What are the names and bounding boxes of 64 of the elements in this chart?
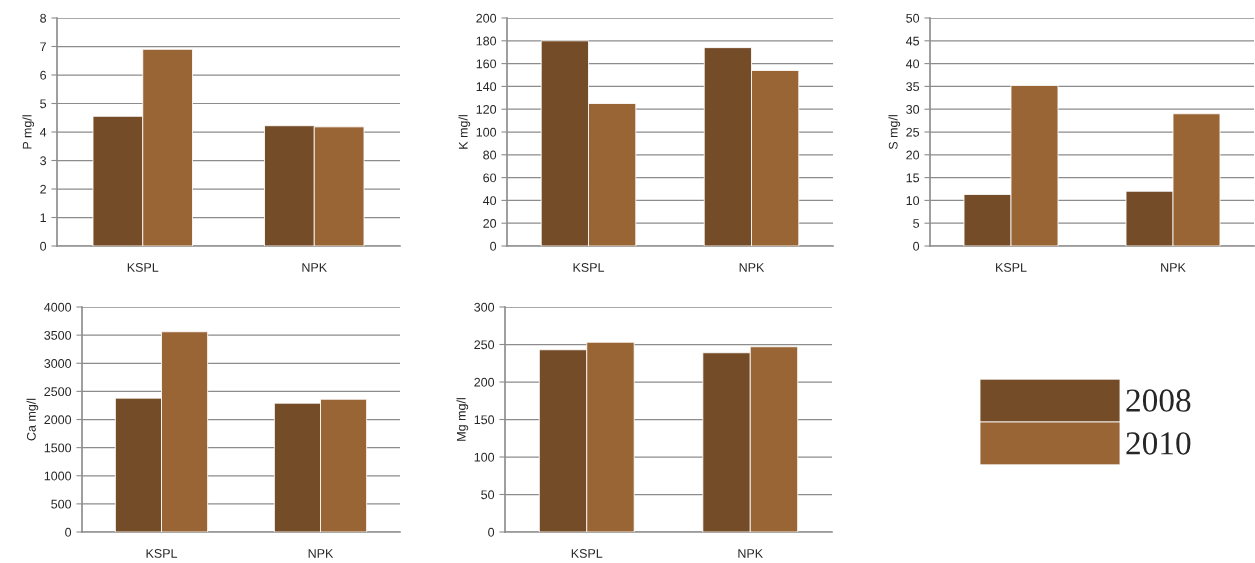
x-tick-label: NPK (308, 549, 334, 558)
y-tick-label: 20 (483, 219, 497, 228)
y-axis-title: S mg/l (888, 115, 901, 150)
y-tick-label: 250 (474, 340, 495, 350)
y-tick-label: 2000 (44, 415, 72, 425)
y-tick-label: 3000 (44, 359, 72, 368)
y-tick-label: 4 (39, 127, 47, 137)
y-tick-label: 20 (906, 150, 920, 160)
y-tick-label: 60 (483, 173, 497, 183)
y-tick-label: 50 (906, 13, 920, 23)
y-tick-label: 0 (913, 241, 920, 251)
x-tick-label: KSPL (573, 263, 605, 272)
y-tick-label: 0 (488, 527, 495, 537)
y-tick-label: 40 (905, 59, 920, 69)
y-tick-label: 100 (476, 127, 497, 137)
y-tick-label: 200 (474, 377, 495, 387)
y-tick-label: 100 (474, 452, 495, 462)
x-tick-label: KSPL (127, 263, 159, 272)
y-tick-label: 30 (906, 105, 920, 114)
y-tick-label: 80 (483, 150, 497, 160)
y-tick-label: 140 (476, 82, 497, 92)
y-tick-label: 180 (476, 36, 497, 46)
y-tick-label: 25 (906, 127, 920, 137)
legend-label: 2010 (1126, 432, 1191, 455)
y-tick-label: 120 (476, 105, 497, 114)
y-tick-label: 15 (906, 173, 920, 183)
y-tick-label: 45 (905, 36, 920, 46)
y-tick-label: 2500 (44, 387, 72, 397)
y-tick-label: 2 (40, 184, 46, 194)
y-tick-label: 4000 (44, 302, 72, 312)
y-tick-label: 500 (51, 499, 72, 509)
y-tick-label: 0 (490, 241, 497, 251)
y-tick-label: 3 (40, 156, 47, 166)
y-tick-label: 160 (476, 59, 497, 69)
legend-label: 2008 (1126, 389, 1191, 412)
x-tick-label: NPK (302, 263, 327, 272)
y-axis-title: K mg/l (458, 115, 471, 149)
x-tick-label: NPK (738, 549, 763, 558)
y-tick-label: 300 (474, 302, 495, 312)
y-tick-label: 50 (481, 490, 495, 500)
x-tick-label: KSPL (571, 549, 603, 558)
y-axis-title: P mg/l (22, 115, 35, 149)
y-tick-label: 40 (482, 196, 497, 206)
y-tick-label: 6 (40, 70, 47, 80)
y-tick-label: 0 (65, 527, 72, 537)
y-tick-label: 1 (40, 213, 46, 223)
y-tick-label: 7 (40, 42, 46, 52)
y-tick-label: 5 (913, 219, 920, 228)
x-tick-label: NPK (1161, 263, 1186, 272)
y-tick-label: 10 (906, 196, 920, 206)
y-tick-label: 1000 (44, 471, 72, 481)
y-tick-label: 35 (906, 82, 920, 92)
y-tick-label: 1500 (44, 443, 72, 453)
y-tick-label: 3500 (44, 330, 72, 340)
x-tick-label: KSPL (996, 263, 1027, 272)
y-tick-label: 8 (40, 13, 47, 23)
y-axis-title: Mg mg/l (456, 398, 469, 441)
y-tick-label: 0 (40, 241, 47, 251)
y-tick-label: 5 (40, 99, 47, 109)
y-tick-label: 200 (476, 13, 497, 23)
y-tick-label: 150 (474, 415, 495, 425)
x-tick-label: KSPL (146, 549, 178, 558)
x-tick-label: NPK (739, 263, 765, 272)
y-axis-title: Ca mg/l (26, 398, 39, 441)
